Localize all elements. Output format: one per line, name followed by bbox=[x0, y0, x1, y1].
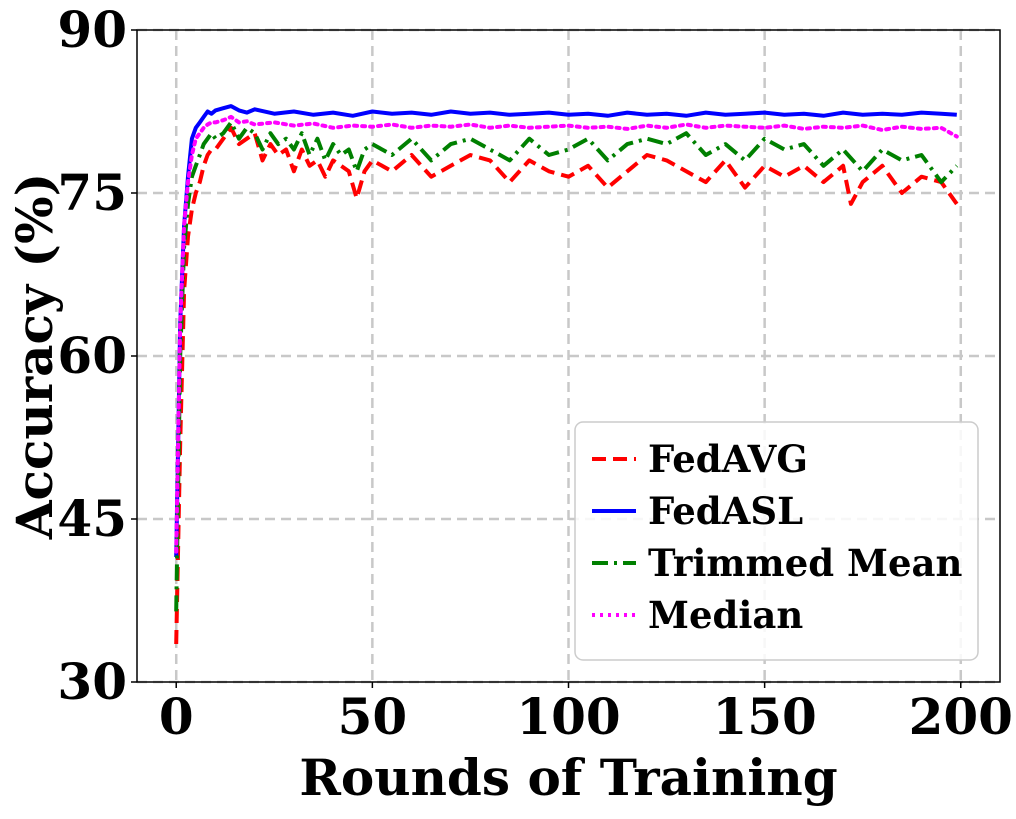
y-tick-label: 30 bbox=[57, 652, 127, 711]
series-line-fedasl bbox=[174, 104, 957, 558]
grid-lines bbox=[137, 28, 1000, 684]
series-line-fedavg bbox=[174, 125, 959, 645]
x-tick-label: 50 bbox=[338, 687, 408, 746]
legend: FedAVG FedASL Trimmed Mean Median bbox=[574, 421, 979, 661]
y-axis-label: Accuracy (%) bbox=[5, 173, 64, 541]
legend-label: FedAVG bbox=[648, 437, 808, 481]
x-tick-label: 150 bbox=[712, 687, 816, 746]
x-tick-label: 200 bbox=[909, 687, 1013, 746]
legend-label: Median bbox=[648, 593, 803, 637]
y-tick-label: 45 bbox=[57, 489, 127, 548]
y-tick-label: 75 bbox=[57, 163, 127, 222]
x-tick-label: 0 bbox=[159, 687, 194, 746]
x-tick-label: 100 bbox=[516, 687, 620, 746]
legend-label: FedASL bbox=[648, 489, 803, 533]
legend-box bbox=[574, 421, 979, 661]
y-tick-label: 90 bbox=[57, 0, 127, 59]
series-layer bbox=[174, 104, 959, 645]
series-line-trimmed-mean bbox=[174, 120, 959, 612]
series-line-median bbox=[174, 114, 959, 554]
legend-label: Trimmed Mean bbox=[648, 541, 962, 585]
x-axis-label: Rounds of Training bbox=[299, 748, 837, 807]
y-tick-label: 60 bbox=[57, 326, 127, 385]
axis-ticks: 0 50 100 150 200 30 45 60 75 90 bbox=[57, 0, 1013, 746]
